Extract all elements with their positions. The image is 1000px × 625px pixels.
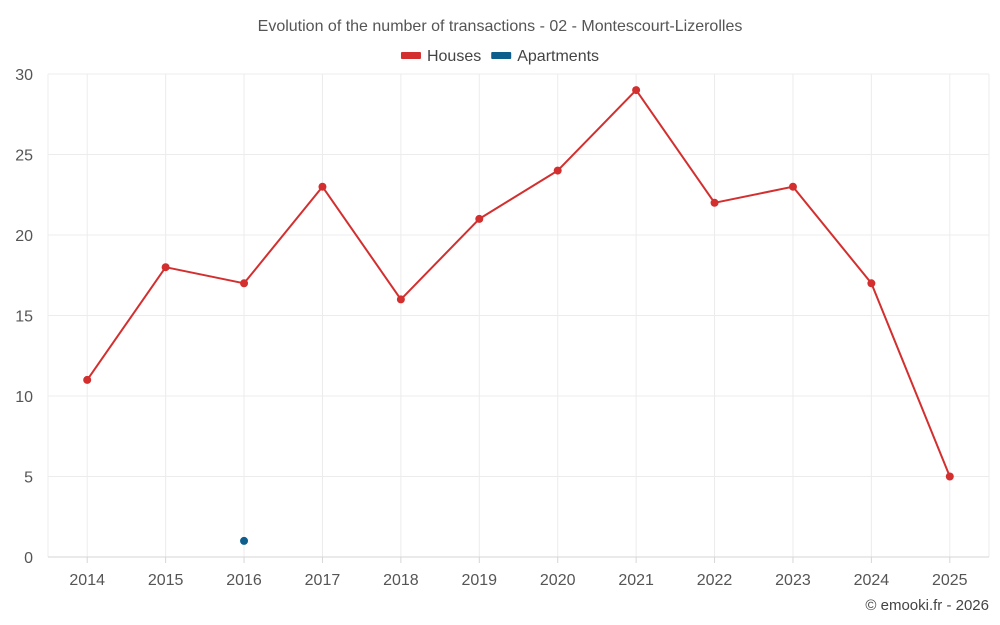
y-tick-label: 0 — [24, 550, 33, 567]
x-tick-label: 2019 — [461, 572, 497, 589]
x-tick-label: 2025 — [932, 572, 968, 589]
legend-label: Apartments — [517, 48, 599, 65]
y-tick-label: 15 — [15, 309, 33, 326]
data-point-houses[interactable] — [240, 279, 249, 288]
data-point-houses[interactable] — [475, 214, 484, 223]
series-houses — [83, 86, 954, 481]
y-tick-label: 30 — [15, 67, 33, 84]
data-point-houses[interactable] — [632, 86, 641, 95]
x-tick-label: 2016 — [226, 572, 262, 589]
data-point-houses[interactable] — [867, 279, 876, 288]
series-line-houses — [86, 89, 951, 477]
data-point-houses[interactable] — [318, 182, 327, 191]
data-point-houses[interactable] — [161, 263, 170, 272]
x-tick-label: 2023 — [775, 572, 811, 589]
data-point-houses[interactable] — [396, 295, 405, 304]
series-layer — [83, 86, 954, 545]
data-point-houses[interactable] — [945, 472, 954, 481]
y-tick-label: 20 — [15, 228, 33, 245]
data-point-houses[interactable] — [710, 198, 719, 207]
legend-item-houses[interactable]: Houses — [400, 48, 481, 65]
y-tick-label: 5 — [24, 470, 33, 487]
y-tick-label: 10 — [15, 389, 33, 406]
axes — [48, 556, 989, 563]
legend-swatch — [400, 52, 421, 59]
legend-label: Houses — [427, 48, 481, 65]
legend: Houses Apartments — [400, 48, 599, 65]
grid — [47, 73, 990, 557]
x-tick-label: 2018 — [383, 572, 419, 589]
data-point-apartments[interactable] — [240, 536, 249, 545]
x-tick-label: 2020 — [540, 572, 576, 589]
chart-title: Evolution of the number of transactions … — [258, 18, 743, 35]
x-tick-label: 2017 — [305, 572, 341, 589]
credit-text: © emooki.fr - 2026 — [865, 597, 989, 614]
x-tick-label: 2022 — [697, 572, 733, 589]
x-tick-label: 2021 — [618, 572, 654, 589]
series-apartments — [240, 536, 249, 545]
x-tick-label: 2024 — [854, 572, 890, 589]
x-tick-label: 2014 — [69, 572, 105, 589]
data-point-houses[interactable] — [553, 166, 562, 175]
x-tick-label: 2015 — [148, 572, 184, 589]
legend-swatch — [491, 52, 512, 59]
data-point-houses[interactable] — [788, 182, 797, 191]
y-tick-label: 25 — [15, 148, 33, 165]
data-point-houses[interactable] — [83, 375, 92, 384]
legend-item-apartments[interactable]: Apartments — [491, 48, 599, 65]
